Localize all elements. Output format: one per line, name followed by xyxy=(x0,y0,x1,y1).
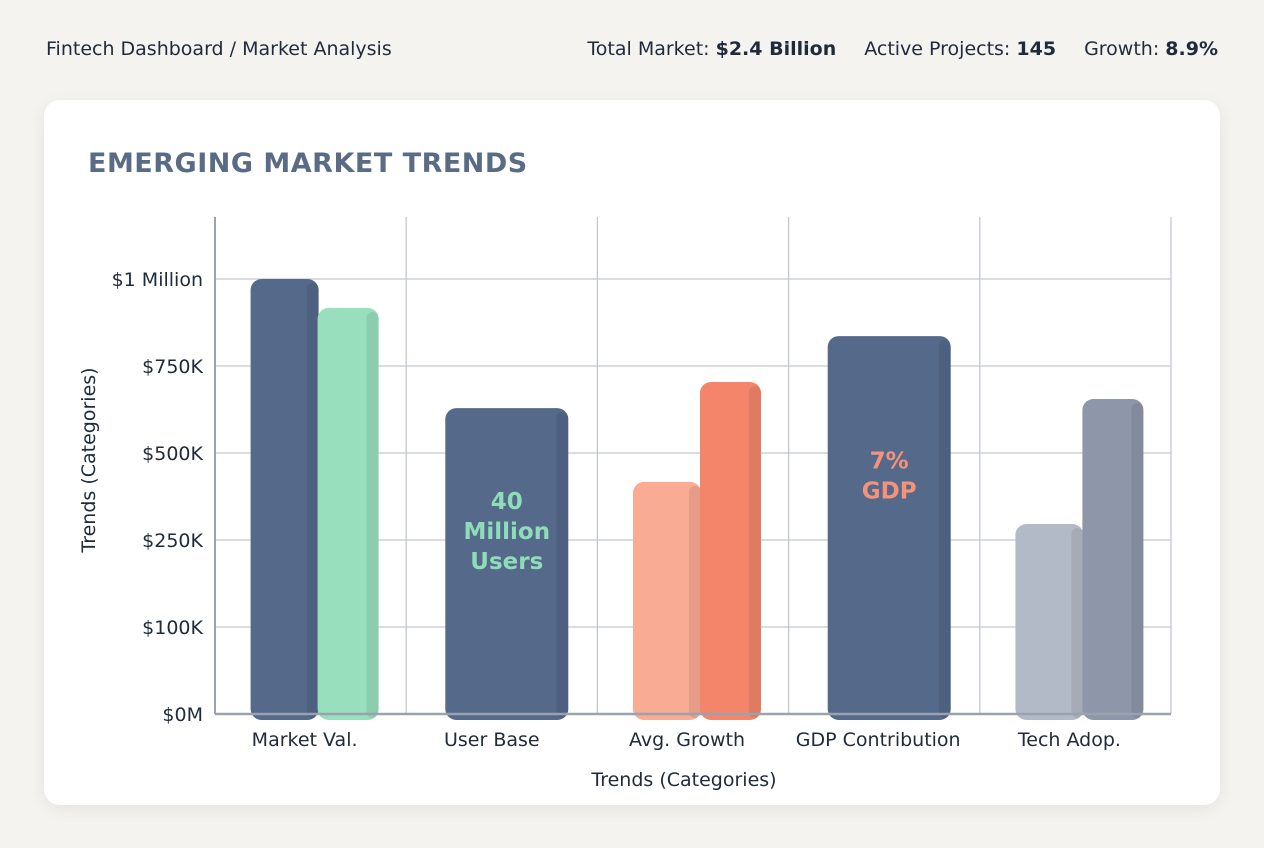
bar-annotation: GDP xyxy=(862,478,917,504)
bar xyxy=(1015,523,1084,720)
header-stats: Total Market: $2.4 Billion Active Projec… xyxy=(587,38,1218,60)
bar-annotation: 40 xyxy=(491,489,523,515)
stat-growth: Growth: 8.9% xyxy=(1084,38,1218,60)
stat-total-market: Total Market: $2.4 Billion xyxy=(587,38,837,60)
bar-shade xyxy=(689,485,701,718)
bar xyxy=(317,307,379,720)
bar-shade xyxy=(556,412,569,718)
bar-shade xyxy=(306,283,319,718)
x-axis-label: Trends (Categories) xyxy=(590,769,776,791)
bar xyxy=(827,336,951,720)
breadcrumb: Fintech Dashboard / Market Analysis xyxy=(46,38,392,60)
bar xyxy=(250,279,319,720)
bar-shade xyxy=(938,340,951,718)
y-tick-label: $500K xyxy=(142,443,203,465)
bar xyxy=(633,481,701,720)
y-tick-label: $750K xyxy=(142,356,203,378)
stat-active-projects: Active Projects: 145 xyxy=(864,38,1057,60)
chart-title: EMERGING MARKET TRENDS xyxy=(88,148,528,179)
bar-shade xyxy=(1071,527,1084,718)
x-tick-label: GDP Contribution xyxy=(796,729,961,751)
bar-shade xyxy=(749,386,761,718)
bar-annotation: Users xyxy=(470,549,543,575)
y-tick-label: $1 Million xyxy=(112,269,203,291)
x-tick-label: User Base xyxy=(444,729,540,751)
y-tick-label: $100K xyxy=(142,617,203,639)
bar xyxy=(445,408,569,720)
x-tick-label: Market Val. xyxy=(252,729,358,751)
y-tick-label: $0M xyxy=(162,704,203,726)
bar-shade xyxy=(1131,403,1144,718)
bar xyxy=(1082,399,1144,720)
x-tick-label: Avg. Growth xyxy=(629,729,745,751)
y-axis-label: Trends (Categories) xyxy=(78,367,100,553)
bar-annotation: Million xyxy=(463,519,550,545)
bar-shade xyxy=(366,311,379,718)
bar xyxy=(700,382,761,720)
x-tick-label: Tech Adop. xyxy=(1017,729,1121,751)
y-tick-label: $250K xyxy=(142,530,203,552)
bar-annotation: 7% xyxy=(870,448,909,474)
